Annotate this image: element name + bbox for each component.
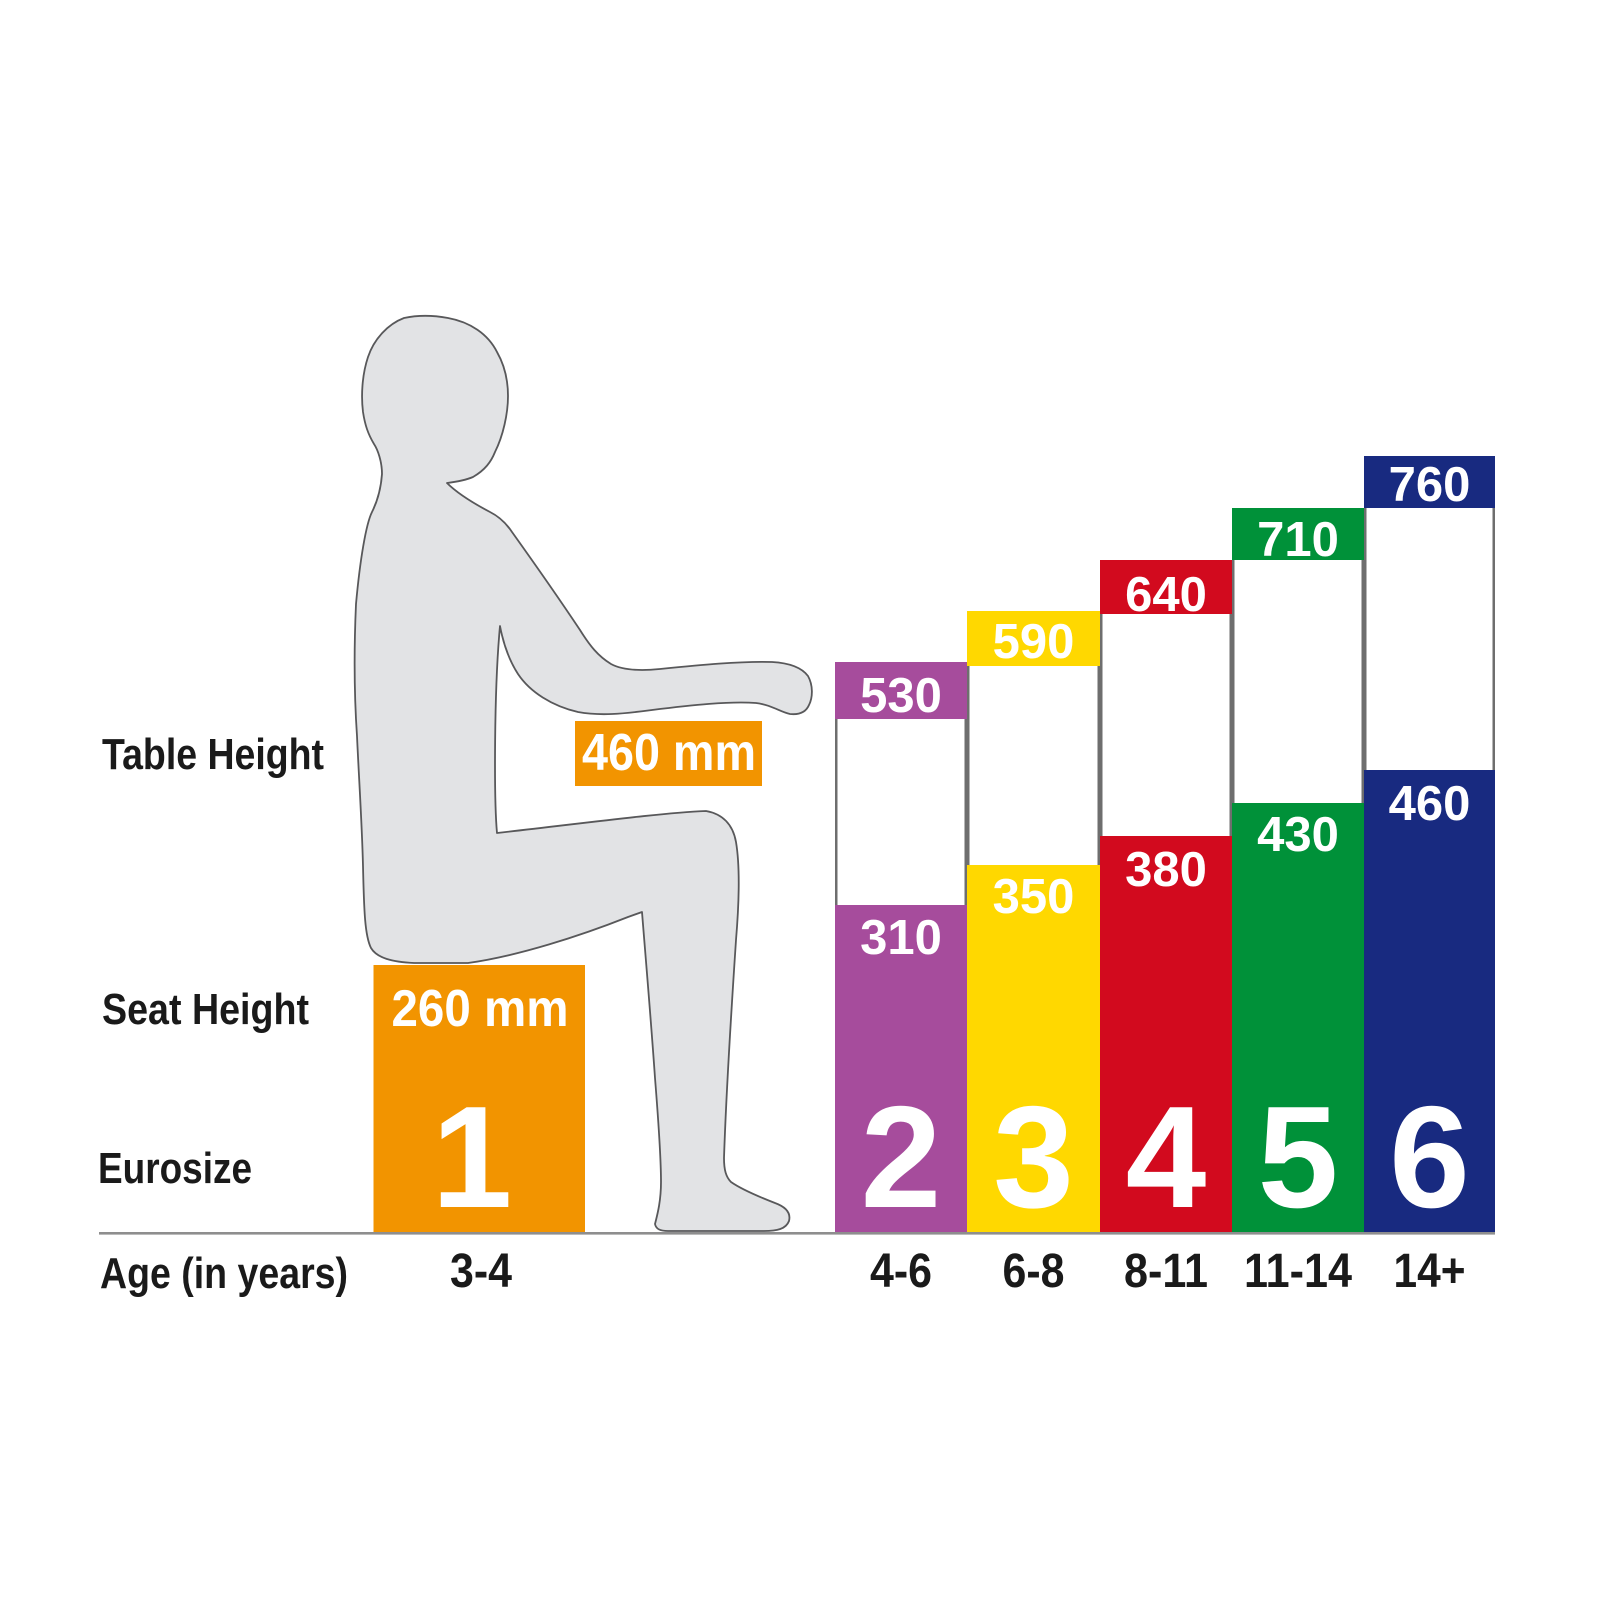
svg-text:640: 640 bbox=[1125, 568, 1207, 622]
svg-text:Eurosize: Eurosize bbox=[98, 1144, 252, 1193]
svg-text:350: 350 bbox=[993, 870, 1075, 924]
svg-text:460 mm: 460 mm bbox=[582, 724, 756, 782]
svg-text:380: 380 bbox=[1125, 843, 1207, 897]
svg-text:460: 460 bbox=[1389, 777, 1471, 831]
svg-text:590: 590 bbox=[993, 615, 1075, 669]
svg-text:530: 530 bbox=[860, 669, 942, 723]
svg-text:11-14: 11-14 bbox=[1244, 1245, 1352, 1298]
svg-text:3: 3 bbox=[993, 1076, 1074, 1238]
svg-text:2: 2 bbox=[861, 1076, 942, 1238]
svg-text:3-4: 3-4 bbox=[450, 1245, 512, 1298]
svg-text:4: 4 bbox=[1126, 1076, 1207, 1238]
svg-text:260 mm: 260 mm bbox=[392, 980, 569, 1038]
svg-text:14+: 14+ bbox=[1394, 1245, 1466, 1298]
svg-text:310: 310 bbox=[860, 911, 942, 965]
svg-text:1: 1 bbox=[432, 1076, 513, 1238]
svg-text:5: 5 bbox=[1258, 1076, 1339, 1238]
svg-text:6-8: 6-8 bbox=[1003, 1245, 1065, 1298]
svg-text:430: 430 bbox=[1257, 808, 1339, 862]
svg-text:Age (in years): Age (in years) bbox=[100, 1249, 348, 1298]
svg-text:Table Height: Table Height bbox=[102, 730, 324, 779]
svg-text:8-11: 8-11 bbox=[1124, 1245, 1208, 1298]
svg-text:710: 710 bbox=[1257, 513, 1339, 567]
svg-text:760: 760 bbox=[1389, 458, 1471, 512]
svg-text:Seat Height: Seat Height bbox=[102, 985, 309, 1034]
svg-text:6: 6 bbox=[1389, 1076, 1470, 1238]
svg-text:4-6: 4-6 bbox=[870, 1245, 932, 1298]
